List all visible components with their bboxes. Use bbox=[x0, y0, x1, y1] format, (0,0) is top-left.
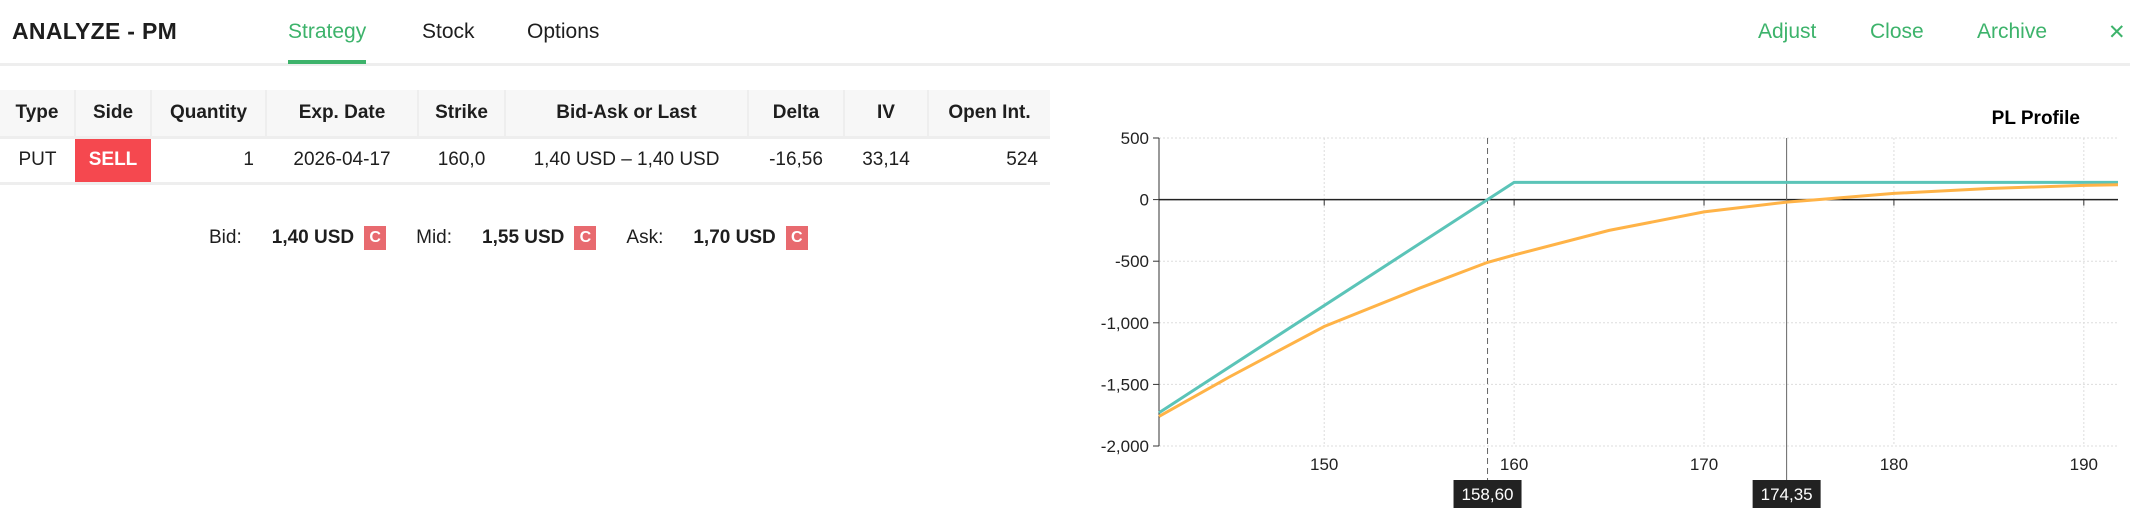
chart-title: PL Profile bbox=[1992, 108, 2080, 129]
cell-quantity: 1 bbox=[151, 137, 266, 185]
bid-value: 1,40 USD bbox=[271, 227, 355, 248]
close-button[interactable]: Close bbox=[1870, 20, 1924, 43]
tab-stock[interactable]: Stock bbox=[422, 20, 475, 43]
ask-label: Ask: bbox=[626, 227, 664, 248]
tab-options[interactable]: Options bbox=[527, 20, 600, 43]
y-tick-label: -500 bbox=[1115, 252, 1149, 271]
x-tick-label: 170 bbox=[1690, 455, 1718, 474]
cell-bid-ask: 1,40 USD – 1,40 USD bbox=[505, 137, 748, 185]
y-tick-label: -1,500 bbox=[1101, 375, 1149, 394]
col-iv: IV bbox=[844, 90, 929, 139]
y-tick-label: 0 bbox=[1140, 191, 1149, 210]
pl-profile-chart: PL Profile 500 0 -500 -1,000 -1,500 -2,000 150 1… bbox=[1101, 108, 2119, 508]
cell-delta: -16,56 bbox=[748, 137, 844, 185]
x-tick-label: 190 bbox=[2070, 455, 2098, 474]
y-tick-label: -2,000 bbox=[1101, 437, 1149, 456]
ask-value: 1,70 USD bbox=[693, 227, 776, 248]
expiration-pl-line bbox=[1158, 180, 2118, 414]
header: ANALYZE - PM Strategy Stock Options Adju… bbox=[0, 0, 2130, 66]
cell-strike: 160,0 bbox=[418, 137, 505, 185]
marker-label: 158,60 bbox=[1462, 485, 1514, 504]
col-quantity: Quantity bbox=[151, 90, 267, 139]
marker-label-bg bbox=[1752, 480, 1821, 508]
legs-table: Type Side Quantity Exp. Date Strike Bid-… bbox=[0, 90, 1050, 185]
ask-c-badge[interactable]: C bbox=[785, 226, 808, 250]
tab-strategy[interactable]: Strategy bbox=[288, 20, 367, 64]
side-badge: SELL bbox=[75, 137, 151, 185]
close-x-icon[interactable]: ✕ bbox=[2108, 21, 2126, 44]
adjust-button[interactable]: Adjust bbox=[1758, 20, 1817, 43]
col-bid-ask: Bid-Ask or Last bbox=[505, 90, 749, 139]
cell-type: PUT bbox=[0, 137, 75, 185]
col-open-int: Open Int. bbox=[928, 90, 1050, 139]
mid-label: Mid: bbox=[416, 227, 453, 248]
x-tick-label: 150 bbox=[1310, 455, 1338, 474]
today-pl-line bbox=[1158, 183, 2119, 418]
archive-button[interactable]: Archive bbox=[1977, 20, 2048, 43]
bid-label: Bid: bbox=[209, 227, 242, 248]
marker-label: 174,35 bbox=[1761, 485, 1813, 504]
quote-summary: Bid: 1,40 USD C Mid: 1,55 USD C Ask: 1,7… bbox=[209, 226, 838, 250]
table-header-row: Type Side Quantity Exp. Date Strike Bid-… bbox=[0, 90, 1050, 139]
col-side: Side bbox=[75, 90, 152, 139]
col-delta: Delta bbox=[748, 90, 845, 139]
mid-value: 1,55 USD bbox=[482, 227, 565, 248]
page-title: ANALYZE - PM bbox=[12, 18, 178, 44]
y-tick-label: -1,000 bbox=[1101, 314, 1149, 333]
col-strike: Strike bbox=[418, 90, 506, 139]
y-tick-label: 500 bbox=[1121, 129, 1149, 148]
marker-label-bg bbox=[1453, 480, 1522, 508]
col-type: Type bbox=[0, 90, 76, 139]
bid-c-badge[interactable]: C bbox=[364, 226, 387, 250]
cell-iv: 33,14 bbox=[844, 137, 928, 185]
table-row: PUT SELL 1 2026-04-17 160,0 1,40 USD – 1… bbox=[0, 137, 1050, 185]
mid-c-badge[interactable]: C bbox=[574, 226, 597, 250]
x-tick-label: 160 bbox=[1500, 455, 1528, 474]
col-exp-date: Exp. Date bbox=[266, 90, 419, 139]
cell-open-int: 524 bbox=[928, 137, 1050, 185]
x-tick-label: 180 bbox=[1880, 455, 1908, 474]
cell-exp-date: 2026-04-17 bbox=[266, 137, 418, 185]
